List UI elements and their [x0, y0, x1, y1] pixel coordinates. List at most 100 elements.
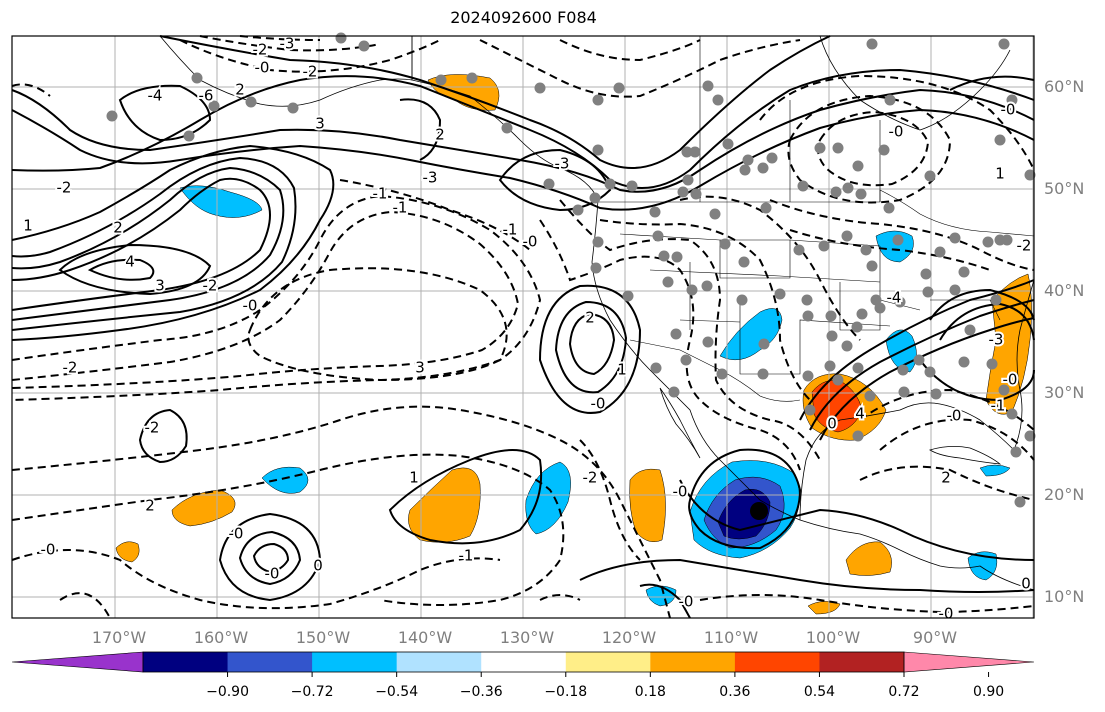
observation-dot: [739, 164, 751, 176]
coastline-north-america-west: [411, 36, 1035, 591]
contour-label: 1: [23, 217, 33, 235]
contour-label: -0: [679, 593, 694, 611]
colorbar-tick-label: −0.36: [459, 684, 503, 700]
contour-label: -3: [555, 155, 570, 173]
contour-solid-cutoff: [554, 300, 628, 394]
contour-dashed: [559, 39, 701, 62]
contour-label: -0: [947, 407, 962, 425]
observation-dot: [1014, 496, 1026, 508]
contour-label: -1: [503, 221, 518, 239]
border-states-2: [719, 240, 791, 279]
observation-dot: [701, 280, 713, 292]
contour-dashed: [859, 465, 1035, 501]
contour-solid-inner-4: [87, 258, 155, 281]
observation-dot: [986, 358, 998, 370]
observation-dot: [589, 192, 601, 204]
colorbar-tick-label: 0.72: [888, 684, 920, 700]
lat-label: 30°N: [1044, 383, 1085, 402]
observation-dot: [832, 142, 844, 154]
lat-label: 50°N: [1044, 179, 1085, 198]
observation-dot: [860, 244, 872, 256]
contour-dashed-closed: [787, 94, 952, 204]
contour-label: 4: [855, 405, 865, 423]
contour-label: -2: [1017, 237, 1032, 255]
observation-dot: [738, 256, 750, 268]
contour-label: -4: [887, 289, 902, 307]
contour-dashed: [199, 35, 381, 52]
observation-dot: [856, 308, 868, 320]
contour-label: -0: [889, 123, 904, 141]
observation-dot: [894, 296, 906, 308]
observation-dot: [884, 94, 896, 106]
coastlines: [159, 35, 1035, 591]
observation-dot: [964, 324, 976, 336]
coastline-cuba: [929, 446, 1002, 465]
contour-label: -0: [1003, 371, 1018, 389]
shade-blue-caribbean: [967, 551, 998, 581]
contour-label: 2: [113, 219, 123, 237]
contour-solid: [919, 359, 1035, 402]
observation-dot: [892, 234, 904, 246]
colorbar-tick-label: 0.90: [972, 684, 1005, 700]
contour-labels: -2 -3-0 -22-4 -6-3-323-1-21 243 -2-0-1-1-0-2 3…: [21, 33, 1033, 625]
observation-dot: [208, 100, 220, 112]
contour-label: -1: [393, 199, 408, 217]
observation-dot: [1024, 430, 1036, 442]
contour-label: -0: [1001, 101, 1016, 119]
observation-dot: [716, 368, 728, 380]
contour-label: -0: [673, 483, 688, 501]
colorbar-segment: [481, 652, 567, 672]
observation-dot: [572, 204, 584, 216]
contour-dashed: [539, 594, 581, 601]
observation-dot: [1001, 234, 1013, 246]
contour-label: -0: [229, 525, 244, 543]
contour-label: -6: [199, 87, 214, 105]
lon-label: 140°W: [397, 628, 453, 647]
contour-label: -2: [145, 419, 160, 437]
observation-dot: [864, 390, 876, 402]
observation-dot: [841, 340, 853, 352]
observation-dot: [662, 276, 674, 288]
contour-label: -2: [203, 277, 218, 295]
observation-dot: [920, 268, 932, 280]
colorbar-tick-label: 0.54: [803, 684, 836, 700]
colorbar-segment: [227, 652, 313, 672]
contour-label: 1: [409, 469, 419, 487]
contour-dashed: [579, 439, 641, 561]
observation-dot: [1006, 94, 1018, 106]
contour-solid: [799, 279, 1035, 421]
observation-dot: [1006, 408, 1018, 420]
observation-dot: [604, 178, 616, 190]
border-us-canada: [598, 189, 1035, 237]
contour-label: -0: [41, 541, 56, 559]
observation-dot: [686, 284, 698, 296]
contour-dashed: [11, 83, 51, 97]
observation-dot: [758, 338, 770, 350]
colorbar-tick-label: 0.18: [634, 684, 666, 700]
contour-solid: [688, 448, 802, 550]
observation-dot: [534, 82, 546, 94]
observation-dot: [501, 122, 513, 134]
colorbar-segment: [819, 652, 905, 672]
observation-dot: [852, 362, 864, 374]
observation-dot: [801, 294, 813, 306]
shade-orange-small-west: [115, 541, 140, 563]
observation-dot: [826, 330, 838, 342]
shade-orange-east-coast: [985, 273, 1032, 415]
observation-dot: [804, 404, 816, 416]
observation-dot: [757, 368, 769, 380]
contour-solid: [399, 98, 442, 161]
observation-dot: [924, 170, 936, 182]
observation-dot: [183, 130, 195, 142]
contour-solid-cutoff: [568, 312, 616, 376]
observation-dot: [930, 388, 942, 400]
colorbar-tick-label: −0.72: [290, 684, 334, 700]
colorbar-tick-label: −0.54: [375, 684, 419, 700]
contour-solid: [11, 108, 1035, 211]
contour-solid-high-4: [58, 243, 212, 296]
colorbar-outline: [142, 651, 905, 673]
contour-dashed: [879, 418, 1035, 461]
lon-label: 90°W: [912, 628, 958, 647]
observation-dot: [677, 186, 689, 198]
